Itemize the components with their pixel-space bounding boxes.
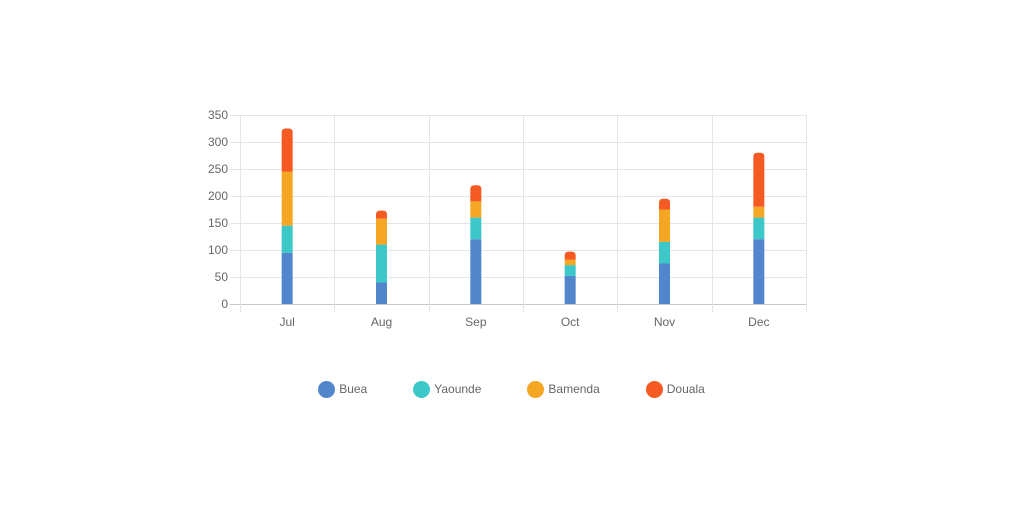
legend-swatch <box>645 380 663 398</box>
y-tick-label: 250 <box>208 162 228 176</box>
bar-segment-yaounde-oct[interactable] <box>564 265 576 276</box>
legend-swatch <box>527 380 545 398</box>
bar-segment-douala-dec[interactable] <box>753 152 765 207</box>
bar-segment-yaounde-dec[interactable] <box>753 217 765 240</box>
bar-segment-douala-jul[interactable] <box>281 128 293 172</box>
bar-segment-yaounde-jul[interactable] <box>281 225 293 253</box>
x-tick-label: Dec <box>748 315 769 329</box>
y-tick-label: 200 <box>208 189 228 203</box>
legend-label: Yaounde <box>434 382 482 396</box>
y-tick-label: 100 <box>208 243 228 257</box>
legend-item-douala[interactable]: Douala <box>645 380 705 398</box>
y-tick-label: 350 <box>208 108 228 122</box>
bar-segment-douala-sep[interactable] <box>470 185 482 202</box>
legend-label: Douala <box>666 382 705 396</box>
y-tick-label: 50 <box>215 270 229 284</box>
chart-grid <box>230 115 807 312</box>
x-tick-label: Aug <box>371 315 392 329</box>
bar-segment-buea-dec[interactable] <box>753 239 765 304</box>
bar-segment-buea-oct[interactable] <box>564 275 576 304</box>
y-tick-label: 150 <box>208 216 228 230</box>
bar-segment-bamenda-aug[interactable] <box>376 218 387 245</box>
legend-label: Bamenda <box>548 382 600 396</box>
bar-segment-bamenda-oct[interactable] <box>564 259 576 266</box>
bar-segment-buea-aug[interactable] <box>376 282 387 304</box>
chart-legend: Buea Yaounde Bamenda Douala <box>0 376 1023 402</box>
bar-segment-buea-sep[interactable] <box>470 239 482 304</box>
x-tick-label: Oct <box>561 315 580 329</box>
chart-bars <box>281 128 765 305</box>
bar-segment-yaounde-sep[interactable] <box>470 217 482 240</box>
x-tick-label: Nov <box>654 315 675 329</box>
legend-item-bamenda[interactable]: Bamenda <box>527 380 600 398</box>
y-tick-label: 0 <box>221 297 228 311</box>
bar-segment-yaounde-nov[interactable] <box>659 241 670 264</box>
legend-swatch <box>413 380 431 398</box>
legend-swatch <box>318 380 336 398</box>
bar-segment-douala-oct[interactable] <box>564 251 576 260</box>
y-axis-ticks: 0 50 100 150 200 250 300 350 <box>208 108 228 311</box>
x-tick-label: Sep <box>465 315 487 329</box>
y-tick-label: 300 <box>208 135 228 149</box>
bar-segment-bamenda-dec[interactable] <box>753 206 765 218</box>
x-tick-label: Jul <box>279 315 294 329</box>
legend-label: Buea <box>339 382 368 396</box>
legend-item-yaounde[interactable]: Yaounde <box>413 380 482 398</box>
bar-segment-douala-nov[interactable] <box>659 198 670 210</box>
bar-segment-douala-aug[interactable] <box>376 210 387 219</box>
bar-segment-yaounde-aug[interactable] <box>376 244 387 283</box>
bar-segment-bamenda-nov[interactable] <box>659 209 670 242</box>
legend-item-buea[interactable]: Buea <box>318 380 368 398</box>
bar-segment-bamenda-sep[interactable] <box>470 201 482 218</box>
bar-segment-buea-nov[interactable] <box>659 263 670 305</box>
x-axis-ticks: Jul Aug Sep Oct Nov Dec <box>279 315 769 329</box>
bar-segment-buea-jul[interactable] <box>281 252 293 304</box>
bar-segment-bamenda-jul[interactable] <box>281 171 293 226</box>
